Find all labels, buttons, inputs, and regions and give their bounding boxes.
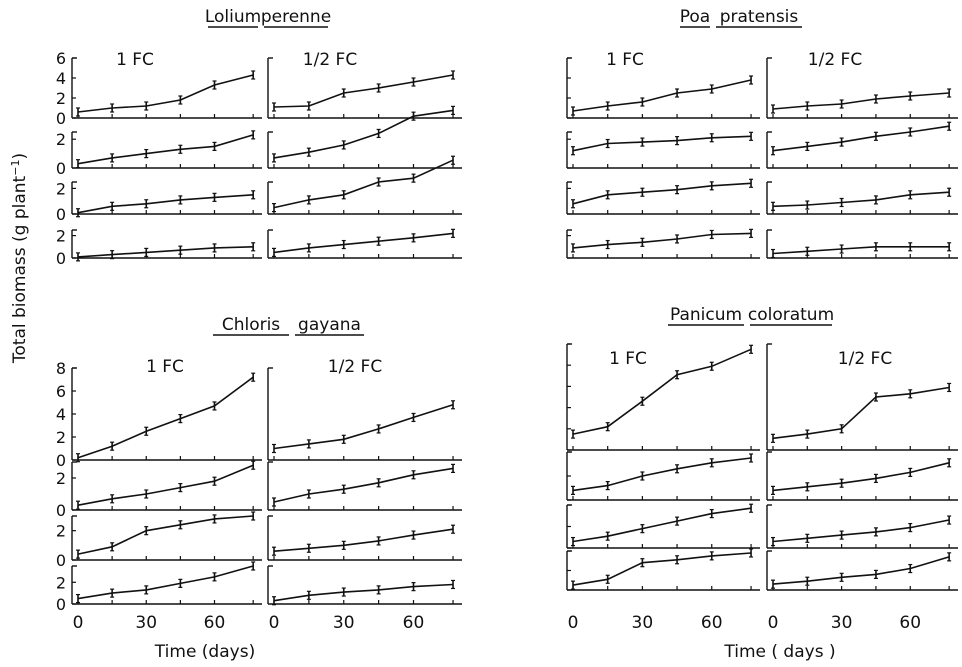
species-title-word: Chloris — [222, 315, 280, 335]
series-line — [772, 92, 950, 110]
subplot-panicum-coloratum: Panicum coloratum 1 FC 1/2 FC 0 30 60 0 30 60 — [566, 305, 958, 633]
y-tick-label: 0 — [56, 159, 66, 178]
series-line — [77, 515, 254, 555]
series-line — [772, 462, 950, 492]
series-line — [772, 519, 950, 543]
treatment-label: 1/2 FC — [303, 50, 357, 70]
series-line — [273, 109, 454, 159]
y-tick-label: 0 — [56, 501, 66, 520]
series-line — [572, 182, 752, 205]
treatment-label: 1/2 FC — [838, 349, 892, 369]
y-tick-label: 4 — [56, 69, 66, 88]
treatment-label: 1 FC — [606, 50, 644, 70]
x-tick-label: 0 — [768, 613, 779, 633]
x-tick-label: 0 — [568, 613, 579, 633]
series-line — [77, 376, 254, 459]
y-tick-label: 6 — [56, 49, 66, 68]
treatment-label: 1/2 FC — [808, 50, 862, 70]
series-line — [772, 125, 950, 152]
x-tick-label: 60 — [701, 613, 723, 633]
species-title-word: pratensis — [720, 7, 799, 27]
series-line — [772, 246, 950, 255]
series-line — [572, 457, 752, 492]
y-tick-label: 0 — [56, 249, 66, 268]
series-line — [572, 507, 752, 543]
series-line — [77, 246, 254, 258]
x-tick-label: 60 — [899, 613, 921, 633]
species-title-word: Poa — [680, 7, 710, 27]
y-tick-label: 2 — [56, 89, 66, 108]
x-tick-label: 30 — [135, 613, 157, 633]
treatment-label: 1 FC — [116, 50, 154, 70]
y-tick-label: 0 — [56, 595, 66, 614]
y-tick-label: 2 — [56, 573, 66, 592]
series-line — [273, 583, 454, 602]
species-title-word: Lolium — [205, 7, 261, 27]
y-tick-label: 2 — [56, 130, 66, 149]
x-tick-label: 30 — [831, 613, 853, 633]
y-tick-label: 2 — [56, 179, 66, 198]
series-line — [772, 386, 950, 440]
series-line — [772, 556, 950, 585]
y-tick-label: 2 — [56, 522, 66, 541]
y-axis-label: Total biomass (g plant−1) — [9, 153, 30, 364]
x-tick-label: 0 — [73, 613, 84, 633]
species-title-word: Panicum — [670, 305, 742, 325]
x-axis-label-left: Time (days) — [154, 642, 255, 662]
series-line — [572, 79, 752, 112]
x-tick-label: 0 — [269, 613, 280, 633]
treatment-label: 1 FC — [146, 357, 184, 377]
treatment-label: 1 FC — [609, 349, 647, 369]
series-line — [77, 134, 254, 165]
y-tick-label: 2 — [56, 469, 66, 488]
series-line — [572, 552, 752, 586]
treatment-label: 1/2 FC — [328, 357, 382, 377]
y-tick-label: 8 — [56, 359, 66, 378]
y-tick-label: 0 — [56, 109, 66, 128]
y-tick-label: 6 — [56, 382, 66, 401]
subplot-poa-pratensis: Poa pratensis 1 FC 1/2 FC — [566, 7, 958, 259]
series-line — [273, 404, 454, 450]
y-tick-label: 0 — [56, 205, 66, 224]
species-title-word: perenne — [261, 7, 331, 27]
series-line — [572, 348, 752, 435]
series-line — [273, 232, 454, 254]
species-title-word: coloratum — [748, 305, 834, 325]
y-tick-label: 4 — [56, 405, 66, 424]
x-tick-label: 30 — [333, 613, 355, 633]
species-title-word: gayana — [298, 315, 361, 335]
series-line — [273, 467, 454, 503]
series-line — [273, 528, 454, 552]
series-line — [273, 159, 454, 209]
y-tick-label: 2 — [56, 428, 66, 447]
series-line — [77, 464, 254, 506]
series-line — [772, 191, 950, 208]
series-line — [77, 74, 254, 113]
series-line — [273, 74, 454, 108]
series-line — [77, 194, 254, 214]
y-tick-label: 2 — [56, 227, 66, 246]
x-tick-label: 60 — [403, 613, 425, 633]
x-axis-label-right: Time ( days ) — [723, 642, 835, 662]
series-line — [77, 565, 254, 600]
x-tick-label: 30 — [632, 613, 654, 633]
y-tick-label: 0 — [56, 451, 66, 470]
y-tick-label: 0 — [56, 551, 66, 570]
series-line — [572, 135, 752, 152]
x-tick-label: 60 — [204, 613, 226, 633]
series-line — [572, 232, 752, 249]
